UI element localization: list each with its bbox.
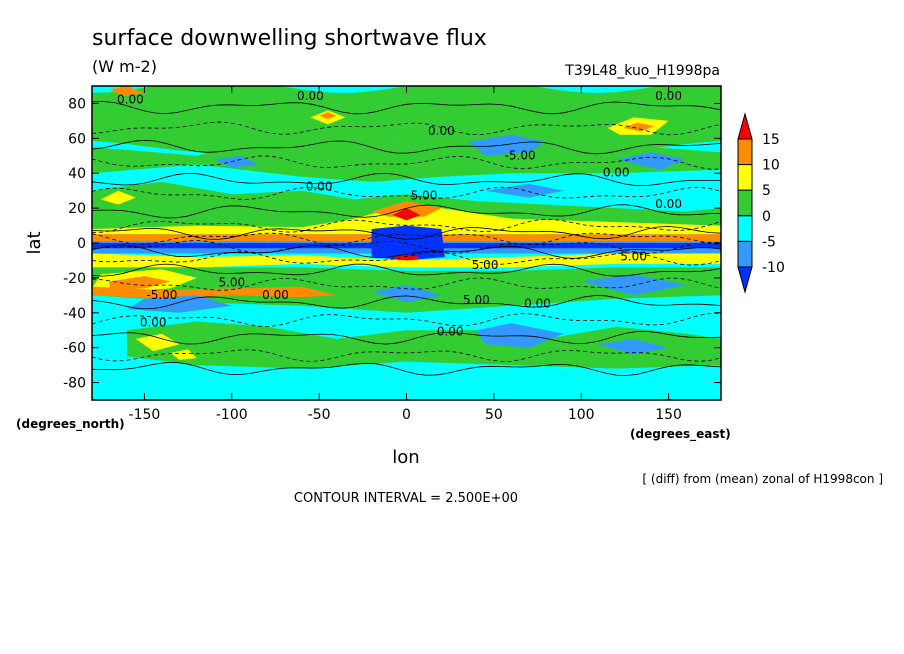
contour-line xyxy=(92,232,721,246)
field-maritime-deepblue xyxy=(371,225,445,261)
contour-label: 5.00 xyxy=(218,276,245,290)
contour-label: -5.00 xyxy=(505,148,536,162)
field-patch-yellow xyxy=(170,349,197,360)
x-tick-label: -50 xyxy=(308,407,331,423)
x-tick-label: 150 xyxy=(655,407,682,423)
contour-line xyxy=(92,226,721,240)
colorbar-tick-label: -10 xyxy=(762,260,785,276)
x-tick-label: 0 xyxy=(402,407,411,423)
run-label: T39L48_kuo_H1998pa xyxy=(564,63,720,79)
y-tick-label: 20 xyxy=(68,201,86,217)
colorbar-tick-label: 10 xyxy=(762,158,780,174)
chart-title: surface downwelling shortwave flux xyxy=(92,26,487,51)
field-south-orange xyxy=(109,276,171,291)
y-tick-label: -40 xyxy=(63,306,86,322)
contour-line xyxy=(92,244,721,259)
colorbar-swatch xyxy=(737,215,753,242)
contour-label: 0.00 xyxy=(655,197,682,211)
contour-label: 5.00 xyxy=(620,249,647,263)
colorbar-tick-label: 5 xyxy=(762,183,771,199)
contour-line xyxy=(92,295,721,310)
contour-line xyxy=(92,121,721,136)
y-unit-label: (degrees_north) xyxy=(16,417,125,432)
contour-label: 0.00 xyxy=(524,297,551,311)
contour-label: 0.00 xyxy=(428,124,455,138)
field-south-orange-strip xyxy=(92,286,337,299)
field-patch-orange xyxy=(623,122,655,132)
contour-line xyxy=(92,263,721,277)
contour-line xyxy=(92,331,721,345)
x-unit-label: (degrees_east) xyxy=(630,427,731,442)
contour-interval: CONTOUR INTERVAL = 2.500E+00 xyxy=(294,491,518,506)
contour-line xyxy=(92,277,721,291)
field-patch-orange xyxy=(319,112,337,120)
colorbar-swatch xyxy=(737,138,753,166)
field-south-mid-green xyxy=(126,321,721,369)
contour-line xyxy=(92,218,721,233)
colorbar: 15 10 5 0 -5 -10 xyxy=(737,112,785,294)
field-south-yellow-band xyxy=(92,253,721,268)
chart-units: (W m-2) xyxy=(92,57,157,76)
x-tick-label: -150 xyxy=(129,407,161,423)
colorbar-swatch-below-minus-10 xyxy=(737,266,753,294)
contour-line xyxy=(92,101,721,115)
y-tick-label: 40 xyxy=(68,166,86,182)
contour-line xyxy=(92,204,721,219)
contour-line xyxy=(92,312,721,327)
contour-line xyxy=(92,349,721,362)
colorbar-swatch xyxy=(737,240,753,268)
colorbar-swatch-above-15 xyxy=(737,112,753,140)
colorbar-tick-label: -5 xyxy=(762,234,776,250)
field-south-red xyxy=(392,255,421,264)
y-axis-label: lat xyxy=(24,231,45,254)
field-north-red xyxy=(392,208,421,221)
contour-label: -5.00 xyxy=(146,288,177,302)
contour-label: 5.00 xyxy=(463,293,490,307)
contour-line xyxy=(92,239,721,254)
field-north-mid-green xyxy=(92,134,721,182)
contour-line xyxy=(92,361,721,376)
y-tick-label: 80 xyxy=(68,96,86,112)
contour-label: 0.00 xyxy=(603,166,630,180)
contour-label: 0.00 xyxy=(117,92,144,106)
field-patch-yellow xyxy=(100,190,136,205)
contour-label: 0.00 xyxy=(297,89,324,103)
y-tick-label: -20 xyxy=(63,271,86,287)
contour-label: 5.00 xyxy=(472,258,499,272)
contour-label: 5.00 xyxy=(411,188,438,202)
field-patch-blue xyxy=(581,274,687,296)
field-north-high-green xyxy=(92,86,721,154)
contour-label: 0.00 xyxy=(140,316,167,330)
diff-note: [ (diff) from (mean) zonal of H1998con ] xyxy=(642,472,883,486)
contour-label: 0.00 xyxy=(655,89,682,103)
colorbar-tick-label: 15 xyxy=(762,132,780,148)
colorbar-tick-label: 0 xyxy=(762,209,771,225)
contour-label: 0.00 xyxy=(306,180,333,194)
contour-line xyxy=(92,186,721,200)
x-tick-label: 50 xyxy=(485,407,503,423)
contour-label: 0.00 xyxy=(437,325,464,339)
field-patch-blue xyxy=(467,134,547,156)
field-patch-blue xyxy=(616,152,687,170)
contour-line xyxy=(92,139,721,155)
contour-label: 0.00 xyxy=(262,288,289,302)
x-tick-label: -100 xyxy=(216,407,248,423)
colorbar-swatch xyxy=(737,189,753,217)
plot-area xyxy=(92,86,721,400)
y-tick-label: 0 xyxy=(77,236,86,252)
y-tick-label: 60 xyxy=(68,131,86,147)
field-patch-blue xyxy=(214,155,258,168)
field-patch-blue xyxy=(598,338,669,355)
x-tick-label: 100 xyxy=(568,407,595,423)
contour-line xyxy=(92,251,721,266)
contour-line xyxy=(92,155,721,170)
field-patch-orange xyxy=(109,86,145,97)
field-patch-yellow xyxy=(135,333,180,352)
x-axis-label: lon xyxy=(392,447,419,468)
contour-line xyxy=(92,172,721,187)
y-tick-label: -60 xyxy=(63,341,86,357)
colorbar-swatch xyxy=(737,164,753,191)
y-tick-label: -80 xyxy=(63,376,86,392)
